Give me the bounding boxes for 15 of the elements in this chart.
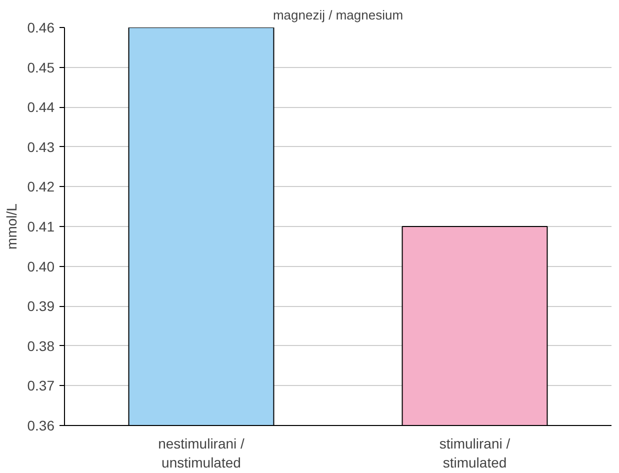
y-tick-label: 0.45	[27, 59, 55, 76]
y-tick-label: 0.39	[27, 298, 55, 314]
y-axis-title: mmol/L	[3, 203, 20, 250]
y-tick-label: 0.42	[27, 178, 55, 195]
y-tick-label: 0.46	[27, 20, 55, 36]
x-tick-label: nestimulirani / unstimulated	[158, 436, 245, 471]
chart-title: magnezij / magnesium	[272, 8, 404, 22]
y-tick-label: 0.43	[27, 138, 55, 155]
x-tick-label: stimulirani / stimulated	[439, 436, 510, 471]
y-tick-label: 0.41	[27, 218, 55, 234]
y-tick-label: 0.36	[27, 418, 55, 434]
y-tick-label: 0.44	[27, 99, 55, 116]
y-tick-label: 0.40	[27, 258, 55, 274]
y-tick-label: 0.38	[27, 338, 55, 354]
y-tick-label: 0.37	[27, 378, 55, 394]
